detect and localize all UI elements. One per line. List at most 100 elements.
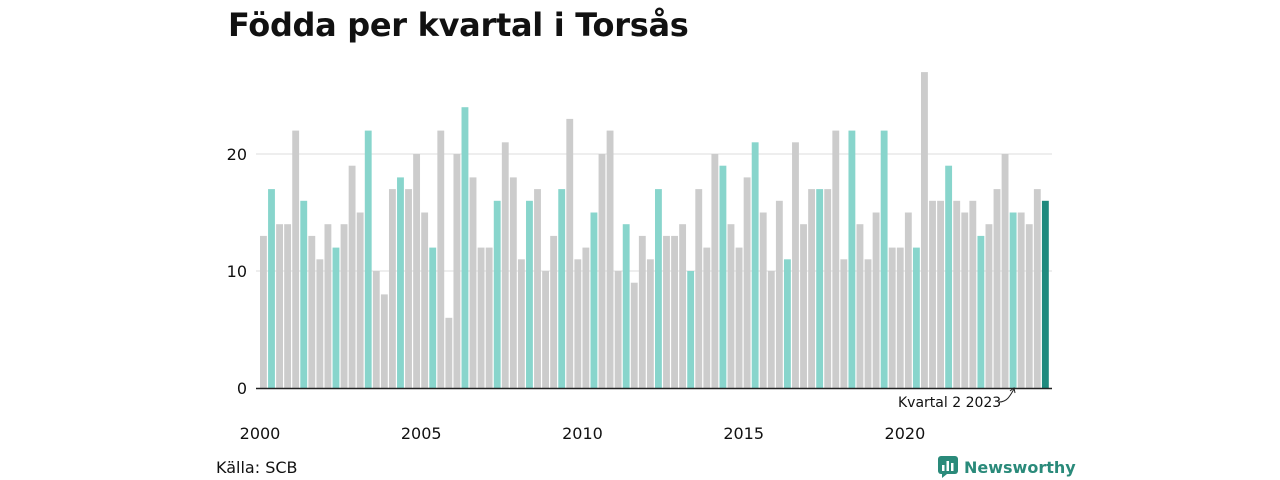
x-tick-label: 2020	[885, 424, 926, 443]
bar	[896, 247, 904, 388]
bar	[1001, 154, 1009, 388]
bar	[800, 224, 807, 388]
bar	[961, 212, 969, 388]
bar	[388, 189, 396, 388]
annotation-arrowhead	[1009, 387, 1016, 394]
x-tick-label: 2015	[723, 424, 764, 443]
bar	[1017, 212, 1025, 388]
bar	[356, 212, 364, 388]
bar	[695, 189, 703, 388]
bar	[679, 224, 687, 388]
bar	[453, 154, 461, 388]
bar	[622, 224, 630, 388]
bar	[727, 224, 735, 388]
bar	[534, 189, 541, 388]
bar	[477, 247, 485, 388]
bar	[324, 224, 332, 388]
bar	[703, 247, 711, 388]
x-tick-label: 2005	[401, 424, 442, 443]
bar	[372, 271, 380, 388]
bar	[848, 130, 856, 388]
annotation-label: Kvartal 2 2023	[898, 395, 1001, 411]
bar	[840, 259, 848, 388]
bar	[348, 165, 356, 388]
bar	[969, 200, 977, 388]
bar	[509, 177, 517, 388]
bar	[260, 235, 267, 388]
bar	[888, 247, 896, 388]
bar	[1041, 200, 1049, 388]
bar	[598, 154, 606, 388]
bar-chart-icon	[938, 456, 958, 478]
bar	[332, 247, 340, 388]
bar	[558, 189, 566, 388]
bar	[445, 317, 453, 388]
bar	[655, 189, 662, 388]
bar	[316, 259, 324, 388]
annotation: Kvartal 2 2023	[898, 387, 1016, 411]
bar	[300, 200, 308, 388]
bar	[630, 282, 638, 388]
bar	[517, 259, 525, 388]
bar	[1025, 224, 1033, 388]
bar	[364, 130, 372, 388]
bar	[485, 247, 493, 388]
bar	[816, 189, 824, 388]
bar	[872, 212, 880, 388]
bar	[421, 212, 429, 388]
bar	[663, 235, 670, 388]
bar	[542, 271, 549, 388]
bar	[985, 224, 993, 388]
bar	[638, 235, 646, 388]
bar	[429, 247, 437, 388]
bar	[832, 130, 840, 388]
bar	[687, 271, 695, 388]
bar	[501, 142, 509, 388]
bar	[735, 247, 743, 388]
bar	[614, 271, 622, 388]
bar	[993, 189, 1001, 388]
bar	[582, 247, 590, 388]
bar	[880, 130, 888, 388]
bar	[671, 235, 678, 388]
bar	[711, 154, 719, 388]
bar	[566, 118, 574, 389]
bar	[719, 165, 727, 388]
bar	[775, 200, 783, 388]
y-tick-label: 0	[237, 379, 247, 398]
bar	[743, 177, 751, 388]
bar	[493, 200, 501, 388]
bar	[1033, 189, 1041, 388]
bar	[945, 165, 953, 388]
y-tick-label: 20	[227, 145, 247, 164]
bar	[977, 235, 985, 388]
bar	[912, 247, 920, 388]
bar-chart: 0 10 20 2000 2005 2010 2015 2020 Kvartal 2 202…	[227, 72, 1052, 443]
logo-text: Newsworthy	[964, 457, 1076, 477]
bar	[646, 259, 654, 388]
bar	[864, 259, 872, 388]
source-label: Källa: SCB	[216, 458, 298, 477]
bar	[550, 235, 558, 388]
bar	[767, 271, 775, 388]
bar	[929, 200, 936, 388]
y-tick-label: 10	[227, 262, 247, 281]
bar	[469, 177, 477, 388]
x-tick-labels: 2000 2005 2010 2015 2020	[240, 424, 926, 443]
bar	[437, 130, 445, 388]
bar	[292, 130, 300, 388]
bar	[751, 142, 759, 388]
bar	[574, 259, 582, 388]
bar	[380, 294, 388, 388]
bar	[937, 200, 944, 388]
bar	[606, 130, 614, 388]
bar	[1009, 212, 1017, 388]
bar	[397, 177, 404, 388]
bar	[276, 224, 283, 388]
bar	[953, 200, 961, 388]
bar	[461, 107, 469, 388]
bar	[783, 259, 791, 388]
bar	[824, 189, 832, 388]
bar	[808, 189, 816, 388]
y-tick-labels: 0 10 20	[227, 145, 247, 398]
